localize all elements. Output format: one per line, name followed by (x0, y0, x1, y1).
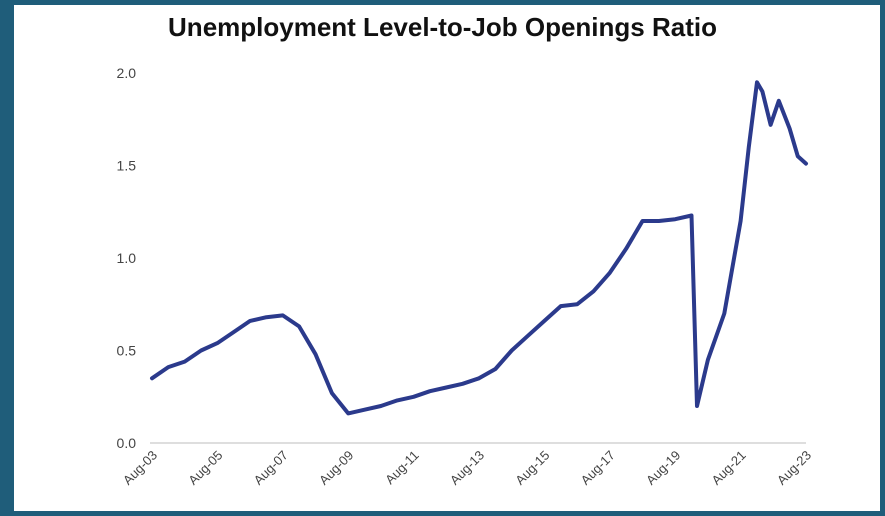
x-tick-label: Aug-21 (708, 448, 748, 488)
x-tick-label: Aug-13 (447, 448, 487, 488)
y-tick-label: 0.0 (117, 435, 137, 451)
x-tick-label: Aug-03 (120, 448, 160, 488)
x-tick-label: Aug-23 (774, 448, 814, 488)
x-tick-label: Aug-11 (382, 448, 422, 488)
chart-title: Unemployment Level-to-Job Openings Ratio (168, 12, 717, 42)
y-tick-label: 1.0 (117, 250, 137, 266)
x-tick-label: Aug-09 (316, 448, 356, 488)
y-tick-label: 1.5 (117, 158, 137, 174)
y-tick-label: 2.0 (117, 65, 137, 81)
x-tick-label: Aug-07 (251, 448, 291, 488)
y-tick-label: 0.5 (117, 343, 137, 359)
x-tick-label: Aug-17 (578, 448, 618, 488)
x-axis: Aug-03 Aug-05 Aug-07 Aug-09 Aug-11 Aug-13 Aug-… (120, 448, 814, 488)
plot-area (150, 80, 808, 416)
series-line (150, 80, 808, 416)
x-tick-label: Aug-19 (643, 448, 683, 488)
x-tick-label: Aug-15 (512, 448, 552, 488)
x-tick-label: Aug-05 (185, 448, 225, 488)
y-axis: 0.0 0.5 1.0 1.5 2.0 (117, 65, 137, 451)
